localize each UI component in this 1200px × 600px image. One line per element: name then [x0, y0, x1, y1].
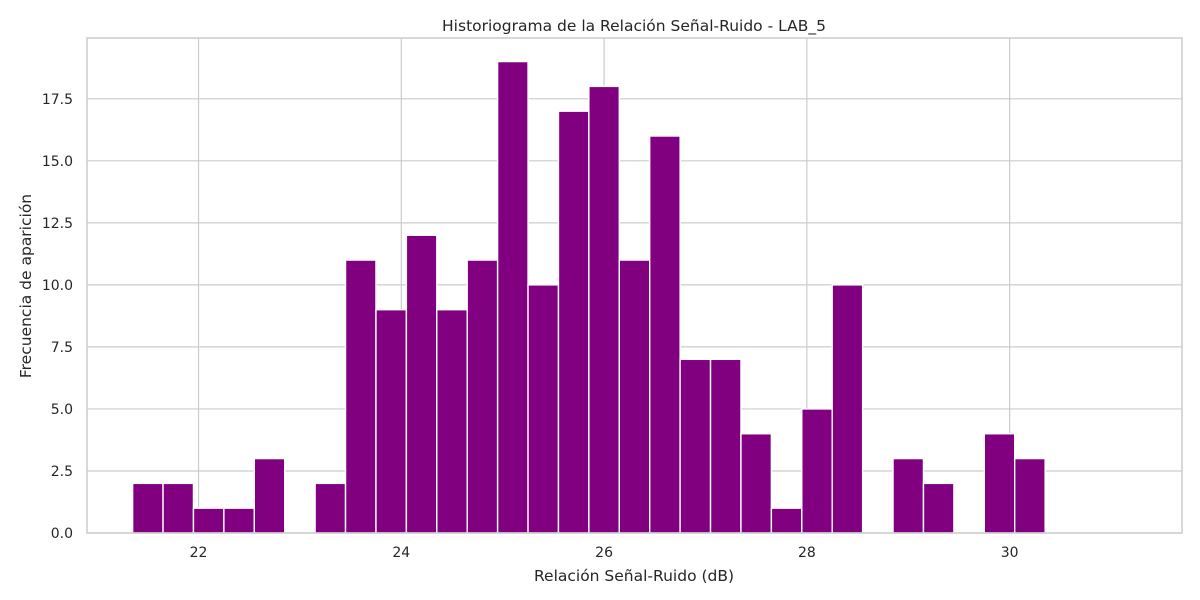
- x-tick-label: 30: [1001, 545, 1019, 561]
- x-tick-label: 28: [798, 545, 816, 561]
- histogram-bar: [922, 482, 955, 534]
- histogram-bar: [709, 358, 742, 534]
- histogram-bars: [131, 60, 1046, 534]
- histogram-bar: [466, 259, 499, 534]
- histogram-bar: [740, 433, 773, 534]
- histogram-bar: [679, 358, 712, 534]
- y-axis-ticks: 0.0 2.5 5.0 7.5 10.0 12.5 15.0 17.5: [42, 92, 73, 542]
- y-tick-label: 5.0: [51, 402, 73, 418]
- histogram-bar: [983, 433, 1016, 534]
- x-tick-label: 22: [190, 545, 208, 561]
- y-tick-label: 0.0: [51, 526, 73, 542]
- histogram-bar: [131, 482, 164, 534]
- y-tick-label: 17.5: [42, 92, 73, 108]
- histogram-bar: [801, 408, 833, 534]
- x-axis-ticks: 22 24 26 28 30: [190, 545, 1019, 561]
- histogram-bar: [192, 507, 225, 534]
- x-axis-label: Relación Señal-Ruido (dB): [534, 567, 734, 585]
- histogram-bar: [496, 60, 529, 534]
- histogram-bar: [253, 457, 286, 534]
- y-tick-label: 12.5: [42, 216, 73, 232]
- y-tick-label: 10.0: [42, 278, 73, 294]
- histogram-bar: [1014, 457, 1046, 534]
- histogram-bar: [831, 284, 864, 534]
- histogram-bar: [314, 482, 347, 534]
- y-tick-label: 15.0: [42, 154, 73, 170]
- y-tick-label: 7.5: [51, 340, 73, 356]
- histogram-bar: [649, 135, 681, 534]
- histogram-bar: [618, 259, 651, 534]
- histogram-bar: [892, 457, 925, 534]
- histogram-bar: [162, 482, 195, 534]
- y-axis-label: Frecuencia de aparición: [17, 194, 35, 378]
- histogram-bar: [436, 308, 468, 534]
- histogram-bar: [770, 507, 803, 534]
- x-tick-label: 26: [595, 545, 613, 561]
- x-tick-label: 24: [392, 545, 410, 561]
- histogram-bar: [557, 110, 590, 534]
- histogram-bar: [344, 259, 377, 534]
- histogram-bar: [527, 284, 560, 534]
- chart-title: Historiograma de la Relación Señal-Ruido…: [442, 17, 826, 36]
- histogram-bar: [405, 234, 438, 534]
- histogram-bar: [375, 308, 408, 534]
- histogram-bar: [223, 507, 255, 534]
- histogram-bar: [588, 85, 620, 534]
- y-tick-label: 2.5: [51, 464, 73, 480]
- plot-frame: [86, 37, 1183, 534]
